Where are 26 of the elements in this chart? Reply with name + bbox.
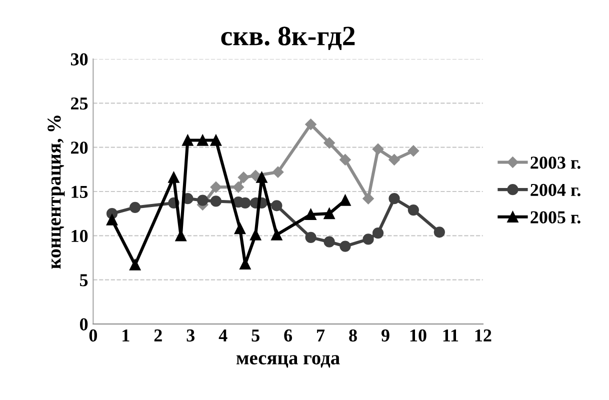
x-tick-label: 4 [218, 330, 228, 342]
legend-label: 2005 г. [530, 211, 580, 224]
x-tick-label: 10 [410, 329, 426, 342]
x-tick-label: 9 [381, 329, 390, 342]
y-tick-label: 20 [71, 142, 88, 154]
y-tick-label: 15 [72, 186, 88, 198]
chart-title: скв. 8к-гд2 [221, 26, 355, 50]
x-tick-label: 0 [89, 329, 98, 342]
y-tick-label: 5 [80, 274, 88, 286]
x-tick-label: 2 [154, 329, 162, 342]
y-tick-label: 30 [70, 53, 88, 66]
y-tick-label: 0 [80, 318, 88, 330]
y-tick-label: 25 [71, 97, 88, 110]
y-axis-title: концентрация, % [48, 116, 65, 269]
x-tick-label: 1 [122, 329, 130, 342]
x-tick-label: 12 [475, 329, 492, 342]
x-tick-label: 5 [252, 330, 260, 342]
x-axis-title: месяца года [236, 355, 340, 368]
x-tick-label: 6 [284, 329, 292, 342]
legend-label: 2003 г. [530, 156, 580, 169]
x-tick-label: 8 [349, 329, 357, 342]
x-tick-label: 3 [186, 329, 195, 342]
x-tick-label: 11 [443, 329, 458, 342]
legend-label: 2004 г. [530, 184, 580, 196]
x-tick-label: 7 [317, 330, 325, 342]
y-tick-label: 10 [72, 230, 88, 242]
